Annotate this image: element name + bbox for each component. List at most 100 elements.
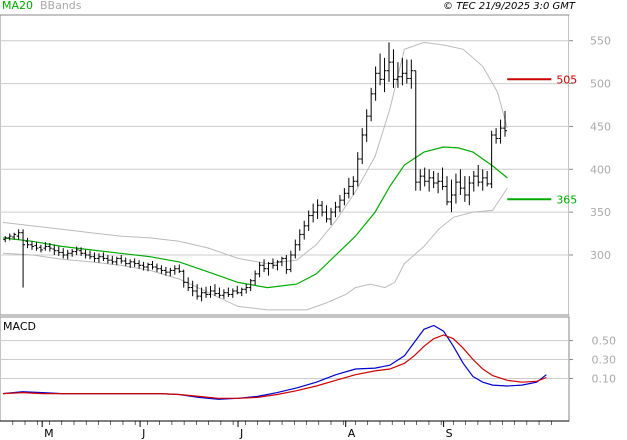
ohlc-bar bbox=[266, 261, 271, 276]
ohlc-bar bbox=[248, 279, 253, 291]
macd-line bbox=[2, 324, 547, 400]
ohlc-bar bbox=[440, 167, 445, 190]
ma20-legend-label: MA20 bbox=[2, 0, 33, 12]
ohlc-bar bbox=[34, 242, 39, 251]
x-tick-label: A bbox=[348, 427, 356, 440]
bollinger-upper-band bbox=[2, 41, 508, 265]
ohlc-bar bbox=[110, 255, 115, 265]
ohlc-bar bbox=[159, 265, 164, 274]
ohlc-bar bbox=[279, 256, 284, 267]
ohlc-bar bbox=[293, 239, 298, 259]
ohlc-bar bbox=[485, 171, 490, 187]
ohlc-bar bbox=[395, 62, 400, 88]
ohlc-bar bbox=[445, 176, 450, 206]
ohlc-bar bbox=[119, 255, 124, 264]
price-y-tick-label: 350 bbox=[590, 206, 611, 219]
ohlc-bar bbox=[351, 176, 356, 195]
ohlc-bar bbox=[311, 203, 316, 223]
bbands-legend-label: BBands bbox=[40, 0, 82, 12]
ohlc-bar bbox=[355, 152, 360, 187]
ohlc-bar bbox=[199, 287, 204, 302]
ohlc-bar bbox=[342, 188, 347, 206]
price-bars bbox=[3, 42, 508, 302]
ohlc-bar bbox=[386, 42, 391, 82]
ohlc-bar bbox=[226, 287, 231, 297]
ohlc-bar bbox=[333, 201, 338, 218]
ohlc-bar bbox=[315, 199, 320, 219]
ohlc-bar bbox=[427, 169, 432, 192]
ohlc-bar bbox=[391, 49, 396, 88]
ma20-line-group bbox=[2, 146, 508, 289]
ohlc-bar bbox=[137, 260, 142, 269]
ohlc-bar bbox=[7, 233, 12, 241]
ohlc-bar bbox=[458, 169, 463, 195]
ohlc-bar bbox=[208, 285, 213, 298]
ohlc-bar bbox=[30, 241, 35, 250]
ohlc-bar bbox=[105, 255, 110, 264]
ohlc-bar bbox=[284, 255, 289, 274]
ohlc-bar bbox=[471, 171, 476, 192]
ohlc-bar bbox=[346, 177, 351, 199]
ohlc-bar bbox=[61, 248, 66, 259]
ohlc-bar bbox=[65, 249, 70, 260]
ohlc-bar bbox=[302, 220, 307, 240]
ohlc-bar bbox=[43, 242, 48, 251]
ohlc-bar bbox=[253, 270, 258, 285]
ohlc-bar bbox=[364, 109, 369, 142]
ohlc-bar bbox=[400, 57, 405, 86]
ohlc-bar bbox=[52, 244, 57, 255]
copyright-text: © TEC 21/9/2025 3:0 GMT bbox=[443, 1, 576, 12]
ohlc-bar bbox=[21, 229, 26, 288]
ohlc-bar bbox=[70, 249, 75, 257]
ohlc-bar bbox=[177, 264, 182, 273]
ohlc-bar bbox=[306, 210, 311, 231]
x-tick-label: J bbox=[239, 427, 243, 440]
ohlc-bar bbox=[181, 269, 186, 288]
ohlc-bar bbox=[25, 237, 30, 249]
ohlc-bar bbox=[163, 267, 168, 276]
price-y-tick-label: 400 bbox=[590, 163, 611, 176]
macd-y-tick-label: 0.10 bbox=[592, 372, 617, 385]
ohlc-bar bbox=[369, 87, 374, 122]
ohlc-bar bbox=[320, 201, 325, 217]
resistance-level-label: 505 bbox=[556, 73, 577, 86]
ohlc-bar bbox=[476, 165, 481, 187]
ohlc-bar bbox=[128, 259, 133, 268]
ohlc-bar bbox=[494, 128, 499, 144]
ohlc-bar bbox=[297, 229, 302, 251]
price-axis-strip bbox=[569, 15, 627, 315]
ohlc-bar bbox=[123, 257, 128, 267]
bollinger-lower-band bbox=[2, 187, 508, 311]
ohlc-bar bbox=[422, 167, 427, 187]
ohlc-bar bbox=[3, 236, 8, 243]
ohlc-bar bbox=[101, 252, 106, 261]
ohlc-bar bbox=[92, 252, 97, 262]
ohlc-bar bbox=[221, 289, 226, 299]
ohlc-bar bbox=[168, 267, 173, 277]
ohlc-bar bbox=[257, 261, 262, 278]
price-y-ticks: 300 350 400 450 500 550 bbox=[569, 35, 611, 262]
ohlc-bar bbox=[239, 287, 244, 297]
x-tick-label: S bbox=[446, 427, 453, 440]
ohlc-bar bbox=[373, 66, 378, 101]
ohlc-bar bbox=[74, 246, 79, 255]
ohlc-bar bbox=[328, 207, 333, 225]
ohlc-bar bbox=[16, 229, 21, 240]
ohlc-bar bbox=[431, 171, 436, 189]
ohlc-bar bbox=[230, 288, 235, 298]
ohlc-bar bbox=[480, 169, 485, 191]
ohlc-bar bbox=[467, 176, 472, 206]
ohlc-bar bbox=[413, 70, 418, 191]
macd-y-tick-label: 0.50 bbox=[592, 335, 617, 348]
ohlc-bar bbox=[378, 53, 383, 86]
ohlc-bar bbox=[324, 205, 329, 223]
price-y-tick-label: 500 bbox=[590, 78, 611, 91]
ohlc-bar bbox=[275, 260, 280, 271]
ohlc-bar bbox=[244, 284, 249, 294]
ohlc-bar bbox=[462, 176, 467, 202]
ohlc-bar bbox=[453, 173, 458, 204]
price-y-tick-label: 300 bbox=[590, 249, 611, 262]
price-y-tick-label: 450 bbox=[590, 120, 611, 133]
ohlc-bar bbox=[418, 169, 423, 191]
